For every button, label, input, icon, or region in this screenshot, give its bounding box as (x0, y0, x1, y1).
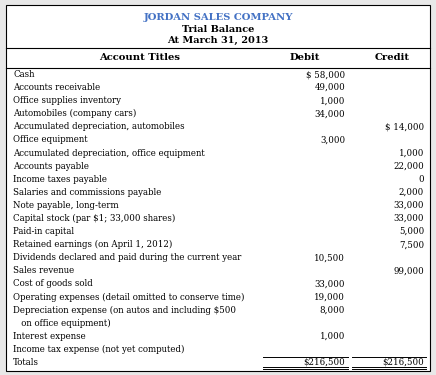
Text: Sales revenue: Sales revenue (13, 266, 74, 275)
Text: Dividends declared and paid during the current year: Dividends declared and paid during the c… (13, 253, 242, 262)
Text: 7,500: 7,500 (399, 240, 424, 249)
Text: Cost of goods sold: Cost of goods sold (13, 279, 93, 288)
Text: 34,000: 34,000 (314, 109, 345, 118)
Text: Accounts receivable: Accounts receivable (13, 83, 100, 92)
Text: 1,000: 1,000 (320, 332, 345, 341)
Text: Income taxes payable: Income taxes payable (13, 175, 107, 184)
Text: Retained earnings (on April 1, 2012): Retained earnings (on April 1, 2012) (13, 240, 172, 249)
Text: $216,500: $216,500 (303, 358, 345, 367)
Text: Office equipment: Office equipment (13, 135, 88, 144)
Text: 49,000: 49,000 (314, 83, 345, 92)
Text: 8,000: 8,000 (320, 306, 345, 315)
Text: Paid-in capital: Paid-in capital (13, 227, 74, 236)
Text: Automobiles (company cars): Automobiles (company cars) (13, 109, 136, 118)
Text: Office supplies inventory: Office supplies inventory (13, 96, 121, 105)
Text: Accounts payable: Accounts payable (13, 162, 89, 171)
Text: Income tax expense (not yet computed): Income tax expense (not yet computed) (13, 345, 184, 354)
Text: Account Titles: Account Titles (99, 54, 181, 63)
Text: At March 31, 2013: At March 31, 2013 (167, 36, 269, 45)
Text: $216,500: $216,500 (382, 358, 424, 367)
Text: Debit: Debit (290, 54, 320, 63)
Text: 99,000: 99,000 (393, 266, 424, 275)
Text: 5,000: 5,000 (399, 227, 424, 236)
Text: 19,000: 19,000 (314, 292, 345, 302)
Text: 33,000: 33,000 (314, 279, 345, 288)
Text: 1,000: 1,000 (320, 96, 345, 105)
Text: Accumulated depreciation, office equipment: Accumulated depreciation, office equipme… (13, 148, 205, 158)
Text: Cash: Cash (13, 70, 34, 79)
Text: Operating expenses (detail omitted to conserve time): Operating expenses (detail omitted to co… (13, 292, 245, 302)
Text: Salaries and commissions payable: Salaries and commissions payable (13, 188, 161, 197)
Text: Interest expense: Interest expense (13, 332, 86, 341)
Text: 33,000: 33,000 (394, 201, 424, 210)
Text: Trial Balance: Trial Balance (182, 25, 254, 34)
Text: 33,000: 33,000 (394, 214, 424, 223)
Text: 0: 0 (419, 175, 424, 184)
Text: Capital stock (par $1; 33,000 shares): Capital stock (par $1; 33,000 shares) (13, 214, 175, 223)
Text: 10,500: 10,500 (314, 253, 345, 262)
Text: 22,000: 22,000 (393, 162, 424, 171)
Text: 2,000: 2,000 (399, 188, 424, 197)
Text: $ 58,000: $ 58,000 (306, 70, 345, 79)
Text: 1,000: 1,000 (399, 148, 424, 158)
Text: Note payable, long-term: Note payable, long-term (13, 201, 119, 210)
Text: Totals: Totals (13, 358, 39, 367)
Text: 3,000: 3,000 (320, 135, 345, 144)
Text: Accumulated depreciation, automobiles: Accumulated depreciation, automobiles (13, 122, 184, 131)
Text: Depreciation expense (on autos and including $500: Depreciation expense (on autos and inclu… (13, 306, 236, 315)
Text: Credit: Credit (375, 54, 409, 63)
Text: on office equipment): on office equipment) (13, 319, 111, 328)
Text: $ 14,000: $ 14,000 (385, 122, 424, 131)
Text: JORDAN SALES COMPANY: JORDAN SALES COMPANY (143, 13, 293, 22)
